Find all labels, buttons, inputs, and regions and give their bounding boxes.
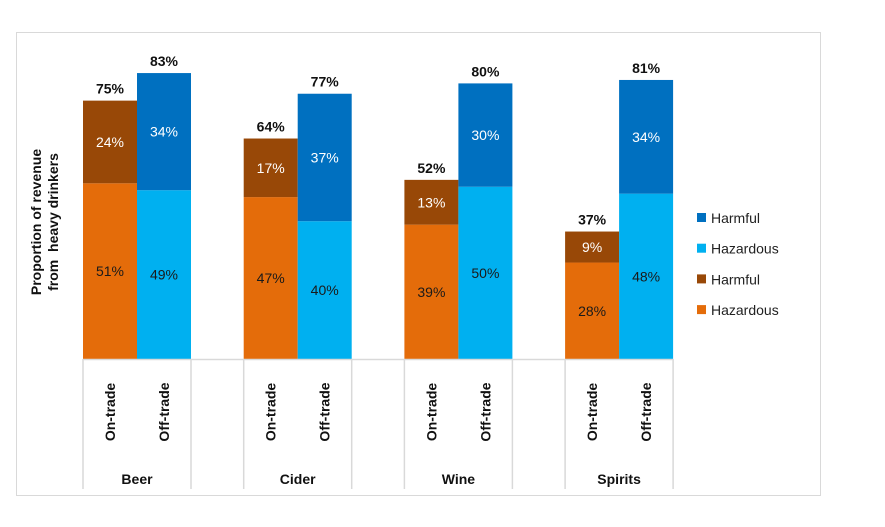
x-axis: On-trade Off-trade Beer On-trade Off-trade Ci… — [82, 358, 674, 489]
legend-swatch — [697, 243, 706, 253]
x-tick-label: Off-trade — [156, 382, 172, 441]
legend-swatch — [697, 213, 706, 222]
bar-segment-hazardous — [619, 193, 674, 359]
x-tick-label: Off-trade — [477, 382, 493, 441]
data-label-hazardous: 40% — [311, 282, 339, 298]
data-label-harmful: 13% — [417, 194, 445, 210]
data-label-hazardous: 51% — [96, 263, 124, 279]
data-label-total: 64% — [257, 119, 286, 135]
data-label-hazardous: 48% — [632, 268, 660, 284]
bar-segment-harmful — [83, 100, 137, 184]
bar-segment-hazardous — [137, 190, 191, 359]
x-tick-label: On-trade — [584, 383, 600, 442]
x-tick-label: Off-trade — [638, 382, 654, 441]
category-label: Wine — [442, 471, 476, 487]
category-label: Beer — [121, 471, 153, 487]
legend-swatch — [697, 305, 706, 315]
data-label-hazardous: 28% — [578, 303, 606, 319]
y-axis-label-line-1: Proportion of revenue — [28, 149, 44, 295]
x-tick-label: Off-trade — [317, 382, 333, 441]
bar-segment-harmful — [297, 93, 352, 222]
bar-segment-hazardous — [243, 197, 298, 359]
data-label-hazardous: 49% — [150, 267, 178, 283]
data-label-harmful: 24% — [96, 134, 124, 150]
bar-segment-hazardous — [404, 224, 459, 359]
bar-segment-hazardous — [565, 262, 620, 359]
bar-segment-harmful — [404, 179, 459, 225]
data-label-total: 77% — [311, 74, 340, 90]
data-label-harmful: 30% — [471, 127, 499, 143]
bar-segment-harmful — [137, 73, 191, 191]
legend-swatch — [697, 274, 706, 284]
bar-segment-harmful — [619, 79, 674, 194]
legend-label: Harmful — [711, 210, 760, 226]
bar-segment-hazardous — [458, 186, 513, 359]
data-label-hazardous: 50% — [471, 265, 499, 281]
legend-label: Harmful — [711, 271, 760, 287]
x-tick-label: On-trade — [423, 383, 439, 442]
data-label-harmful: 17% — [257, 160, 285, 176]
legend-label: Hazardous — [711, 241, 779, 257]
data-label-total: 80% — [471, 63, 500, 79]
data-label-total: 81% — [632, 60, 661, 76]
x-tick-label: On-trade — [102, 383, 118, 442]
data-label-total: 75% — [96, 81, 125, 97]
data-label-hazardous: 39% — [417, 284, 445, 300]
data-label-total: 83% — [150, 53, 179, 69]
x-tick-label: On-trade — [263, 383, 279, 442]
data-label-harmful: 9% — [582, 239, 602, 255]
y-axis-label: Proportion of revenue from heavy drinker… — [28, 149, 61, 295]
data-label-total: 37% — [578, 212, 607, 228]
data-label-harmful: 37% — [311, 149, 339, 165]
category-label: Cider — [280, 471, 316, 487]
bar-segment-hazardous — [83, 183, 137, 359]
bars-layer: 51% 24% 75% 49% 34% 83% 47% 17% 64% 40% 37% 77% 39% 1… — [83, 53, 674, 359]
category-label: Spirits — [597, 471, 641, 487]
chart-frame — [16, 32, 821, 496]
data-label-harmful: 34% — [150, 124, 178, 140]
bar-segment-harmful — [243, 138, 298, 198]
y-axis-label-line-2: from heavy drinkers — [45, 153, 61, 291]
legend: Harmful Hazardous Harmful Hazardous — [697, 210, 779, 318]
data-label-harmful: 34% — [632, 129, 660, 145]
bar-segment-hazardous — [297, 221, 352, 359]
data-label-hazardous: 47% — [257, 270, 285, 286]
bar-segment-harmful — [458, 83, 513, 187]
bar-segment-harmful — [565, 231, 620, 263]
legend-label: Hazardous — [711, 302, 779, 318]
data-label-total: 52% — [417, 160, 446, 176]
